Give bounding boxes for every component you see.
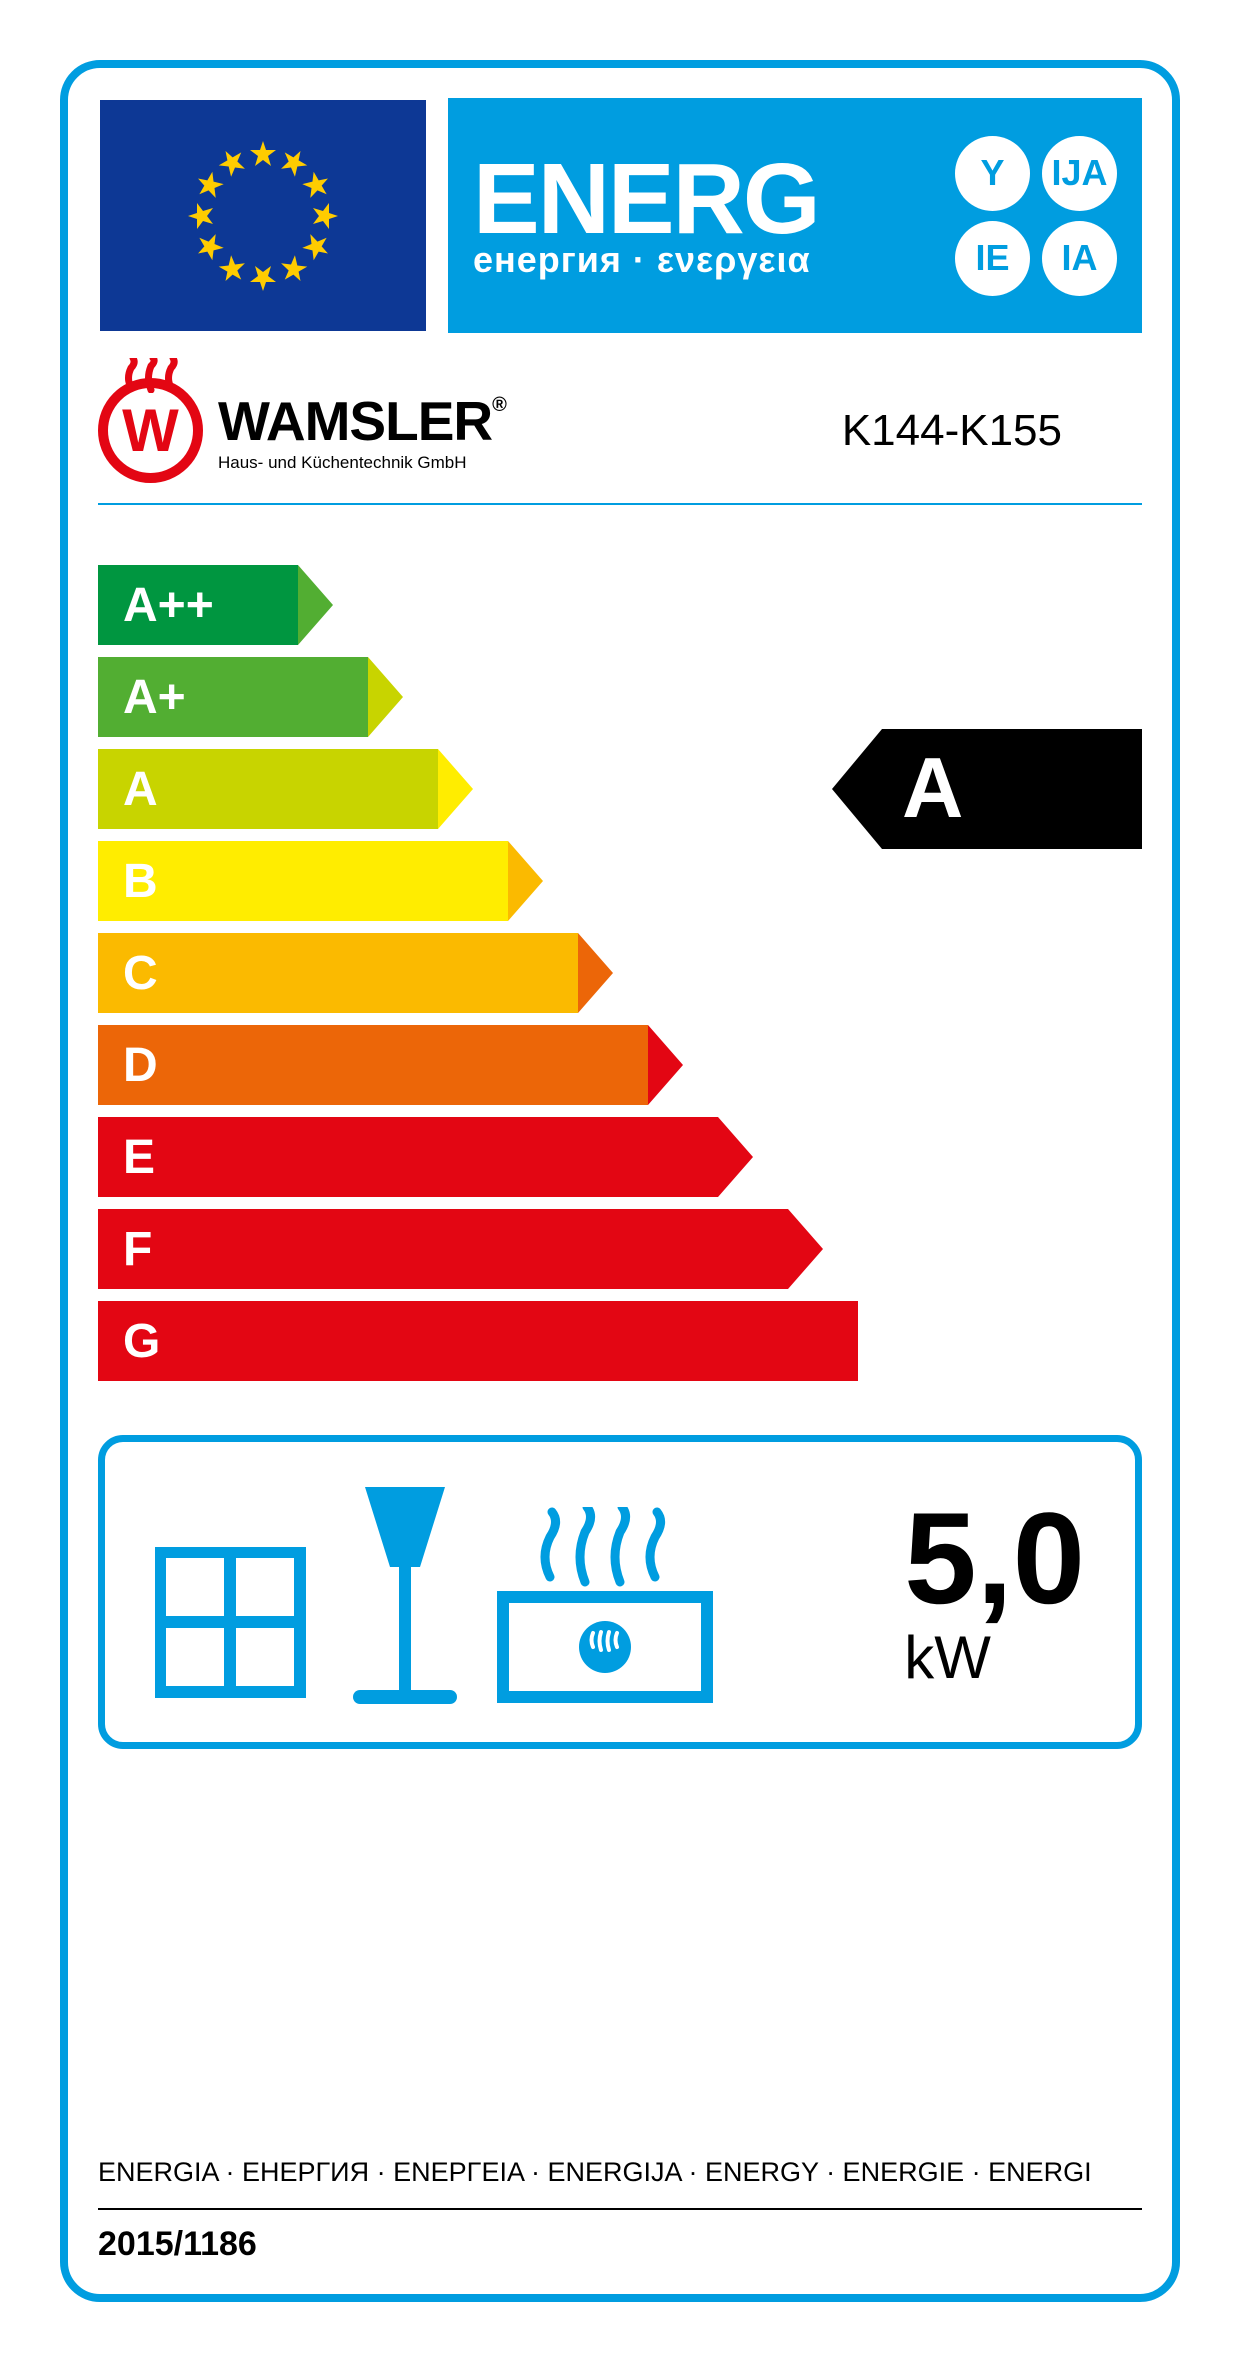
brand-row: W WAMSLER® Haus- und Küchentechnik GmbH … (98, 363, 1142, 505)
window-icon (155, 1547, 315, 1707)
header-sub: енергия · ενεργεια (473, 244, 819, 276)
rating-bar: C (98, 933, 578, 1013)
energ-block: ENERG енергия · ενεργεια Y IJA IE IA (448, 98, 1142, 333)
brand-logo: W WAMSLER® Haus- und Küchentechnik GmbH (98, 378, 492, 483)
eu-flag (98, 98, 428, 333)
rating-bar: B (98, 841, 508, 921)
power-box: 5,0 kW (98, 1435, 1142, 1749)
brand-name: WAMSLER® (218, 389, 492, 453)
lamp-icon (345, 1477, 465, 1707)
rating-bar: A (98, 749, 438, 829)
rating-bar: E (98, 1117, 718, 1197)
brand-logo-icon: W (98, 378, 203, 483)
power-unit: kW (904, 1623, 1085, 1692)
rating-bar: G (98, 1301, 858, 1381)
model-number: K144-K155 (842, 406, 1142, 456)
brand-tagline: Haus- und Küchentechnik GmbH (218, 453, 492, 473)
rating-indicator: A (882, 729, 1142, 849)
rating-bar: D (98, 1025, 648, 1105)
heat-waves-icon (121, 358, 181, 393)
footer-regulation: 2015/1186 (98, 2225, 1142, 2264)
rating-bar: F (98, 1209, 788, 1289)
stove-icon (495, 1507, 715, 1707)
header-circle: IE (955, 221, 1030, 296)
footer-languages: ENERGIA · ЕНЕРГИЯ · ΕΝΕΡΓΕΙΑ · ENERGIJA … (98, 2157, 1142, 2210)
power-value: 5,0 (904, 1493, 1085, 1623)
eu-stars-icon (163, 116, 363, 316)
rating-section: A A++A+ABCDEFG (98, 565, 1142, 1385)
rating-bar: A++ (98, 565, 298, 645)
header-row: ENERG енергия · ενεργεια Y IJA IE IA (98, 98, 1142, 333)
header-circle: IJA (1042, 136, 1117, 211)
rating-bar: A+ (98, 657, 368, 737)
heating-icons (155, 1477, 715, 1707)
energy-label-frame: ENERG енергия · ενεργεια Y IJA IE IA W (60, 60, 1180, 2302)
header-circle: Y (955, 136, 1030, 211)
header-circles: Y IJA IE IA (955, 136, 1117, 296)
header-circle: IA (1042, 221, 1117, 296)
footer: ENERGIA · ЕНЕРГИЯ · ΕΝΕΡΓΕΙΑ · ENERGIJA … (98, 2157, 1142, 2264)
header-main: ENERG (473, 154, 819, 244)
